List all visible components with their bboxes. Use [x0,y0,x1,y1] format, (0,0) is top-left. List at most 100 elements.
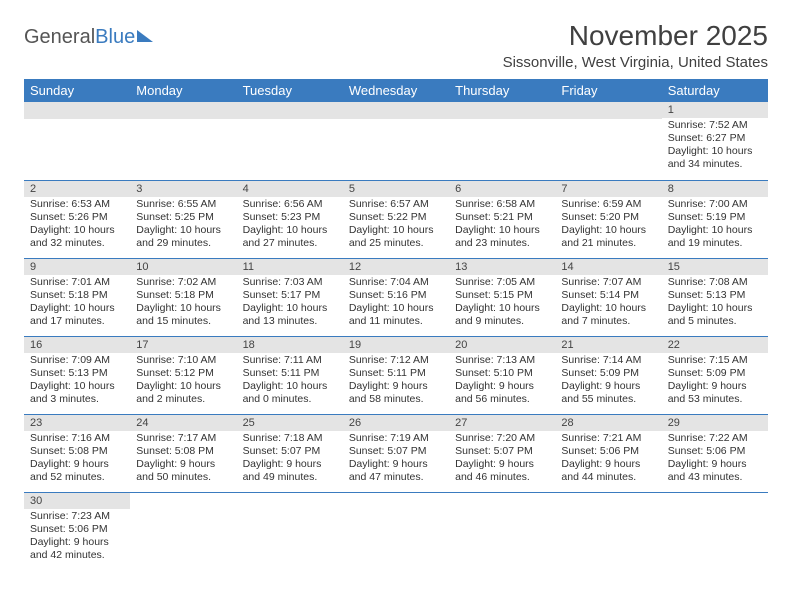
day-body: Sunrise: 7:02 AMSunset: 5:18 PMDaylight:… [130,275,236,331]
sunrise-text: Sunrise: 7:17 AM [136,432,230,445]
calendar-day-cell: 3Sunrise: 6:55 AMSunset: 5:25 PMDaylight… [130,180,236,258]
sunset-text: Sunset: 5:16 PM [349,289,443,302]
day-number: 28 [555,415,661,431]
day-body: Sunrise: 7:07 AMSunset: 5:14 PMDaylight:… [555,275,661,331]
calendar-day-cell [343,492,449,570]
day-body: Sunrise: 7:00 AMSunset: 5:19 PMDaylight:… [662,197,768,253]
sunrise-text: Sunrise: 6:55 AM [136,198,230,211]
calendar-day-cell [449,102,555,180]
col-friday: Friday [555,79,661,102]
day-number: 21 [555,337,661,353]
daylight-text: Daylight: 10 hours and 5 minutes. [668,302,762,328]
calendar-day-cell: 27Sunrise: 7:20 AMSunset: 5:07 PMDayligh… [449,414,555,492]
calendar-day-cell [662,492,768,570]
calendar-day-cell: 16Sunrise: 7:09 AMSunset: 5:13 PMDayligh… [24,336,130,414]
day-body: Sunrise: 6:53 AMSunset: 5:26 PMDaylight:… [24,197,130,253]
weekday-header-row: Sunday Monday Tuesday Wednesday Thursday… [24,79,768,102]
calendar-day-cell: 13Sunrise: 7:05 AMSunset: 5:15 PMDayligh… [449,258,555,336]
sunrise-text: Sunrise: 6:53 AM [30,198,124,211]
calendar-day-cell: 21Sunrise: 7:14 AMSunset: 5:09 PMDayligh… [555,336,661,414]
calendar-day-cell: 25Sunrise: 7:18 AMSunset: 5:07 PMDayligh… [237,414,343,492]
calendar-day-cell: 28Sunrise: 7:21 AMSunset: 5:06 PMDayligh… [555,414,661,492]
calendar-day-cell [24,102,130,180]
calendar-day-cell: 4Sunrise: 6:56 AMSunset: 5:23 PMDaylight… [237,180,343,258]
daylight-text: Daylight: 9 hours and 42 minutes. [30,536,124,562]
day-body: Sunrise: 7:13 AMSunset: 5:10 PMDaylight:… [449,353,555,409]
empty-day-header [343,102,449,119]
col-monday: Monday [130,79,236,102]
sunrise-text: Sunrise: 7:13 AM [455,354,549,367]
title-block: November 2025 Sissonville, West Virginia… [503,20,768,71]
sunset-text: Sunset: 5:18 PM [136,289,230,302]
sunrise-text: Sunrise: 7:21 AM [561,432,655,445]
day-body: Sunrise: 7:22 AMSunset: 5:06 PMDaylight:… [662,431,768,487]
day-body: Sunrise: 6:57 AMSunset: 5:22 PMDaylight:… [343,197,449,253]
sunrise-text: Sunrise: 6:58 AM [455,198,549,211]
sunrise-text: Sunrise: 7:10 AM [136,354,230,367]
daylight-text: Daylight: 10 hours and 29 minutes. [136,224,230,250]
calendar-week-row: 9Sunrise: 7:01 AMSunset: 5:18 PMDaylight… [24,258,768,336]
sunset-text: Sunset: 5:19 PM [668,211,762,224]
day-body: Sunrise: 7:01 AMSunset: 5:18 PMDaylight:… [24,275,130,331]
col-wednesday: Wednesday [343,79,449,102]
daylight-text: Daylight: 9 hours and 49 minutes. [243,458,337,484]
sunset-text: Sunset: 5:22 PM [349,211,443,224]
sunrise-text: Sunrise: 6:59 AM [561,198,655,211]
sunset-text: Sunset: 5:06 PM [561,445,655,458]
daylight-text: Daylight: 10 hours and 3 minutes. [30,380,124,406]
daylight-text: Daylight: 10 hours and 15 minutes. [136,302,230,328]
day-number: 9 [24,259,130,275]
day-body: Sunrise: 7:12 AMSunset: 5:11 PMDaylight:… [343,353,449,409]
day-number: 26 [343,415,449,431]
daylight-text: Daylight: 10 hours and 7 minutes. [561,302,655,328]
sunset-text: Sunset: 5:21 PM [455,211,549,224]
sunset-text: Sunset: 5:11 PM [349,367,443,380]
sunrise-text: Sunrise: 7:01 AM [30,276,124,289]
calendar-day-cell [237,102,343,180]
day-number: 13 [449,259,555,275]
day-body: Sunrise: 7:18 AMSunset: 5:07 PMDaylight:… [237,431,343,487]
sunrise-text: Sunrise: 7:16 AM [30,432,124,445]
calendar-day-cell: 1Sunrise: 7:52 AMSunset: 6:27 PMDaylight… [662,102,768,180]
calendar-day-cell: 8Sunrise: 7:00 AMSunset: 5:19 PMDaylight… [662,180,768,258]
day-number: 14 [555,259,661,275]
day-body: Sunrise: 7:23 AMSunset: 5:06 PMDaylight:… [24,509,130,565]
calendar-day-cell [237,492,343,570]
empty-day-header [130,102,236,119]
sunset-text: Sunset: 5:25 PM [136,211,230,224]
calendar-day-cell: 23Sunrise: 7:16 AMSunset: 5:08 PMDayligh… [24,414,130,492]
calendar-day-cell [130,102,236,180]
calendar-day-cell: 19Sunrise: 7:12 AMSunset: 5:11 PMDayligh… [343,336,449,414]
day-number: 18 [237,337,343,353]
day-number: 6 [449,181,555,197]
sunrise-text: Sunrise: 7:09 AM [30,354,124,367]
sunset-text: Sunset: 5:07 PM [349,445,443,458]
empty-day-header [449,102,555,119]
day-number: 17 [130,337,236,353]
day-number: 16 [24,337,130,353]
sunset-text: Sunset: 5:20 PM [561,211,655,224]
day-number: 23 [24,415,130,431]
day-number: 19 [343,337,449,353]
sunrise-text: Sunrise: 6:57 AM [349,198,443,211]
sunset-text: Sunset: 5:09 PM [561,367,655,380]
daylight-text: Daylight: 9 hours and 47 minutes. [349,458,443,484]
daylight-text: Daylight: 9 hours and 50 minutes. [136,458,230,484]
day-number: 4 [237,181,343,197]
calendar-day-cell: 6Sunrise: 6:58 AMSunset: 5:21 PMDaylight… [449,180,555,258]
sunset-text: Sunset: 5:07 PM [455,445,549,458]
sunrise-text: Sunrise: 7:12 AM [349,354,443,367]
day-number: 30 [24,493,130,509]
col-saturday: Saturday [662,79,768,102]
calendar-day-cell: 14Sunrise: 7:07 AMSunset: 5:14 PMDayligh… [555,258,661,336]
daylight-text: Daylight: 9 hours and 53 minutes. [668,380,762,406]
daylight-text: Daylight: 9 hours and 44 minutes. [561,458,655,484]
day-body: Sunrise: 6:56 AMSunset: 5:23 PMDaylight:… [237,197,343,253]
day-body: Sunrise: 7:04 AMSunset: 5:16 PMDaylight:… [343,275,449,331]
day-body: Sunrise: 7:52 AMSunset: 6:27 PMDaylight:… [662,118,768,174]
logo-text-general: General [24,26,95,49]
sunset-text: Sunset: 5:11 PM [243,367,337,380]
day-body: Sunrise: 6:55 AMSunset: 5:25 PMDaylight:… [130,197,236,253]
sunset-text: Sunset: 5:07 PM [243,445,337,458]
calendar-day-cell: 30Sunrise: 7:23 AMSunset: 5:06 PMDayligh… [24,492,130,570]
